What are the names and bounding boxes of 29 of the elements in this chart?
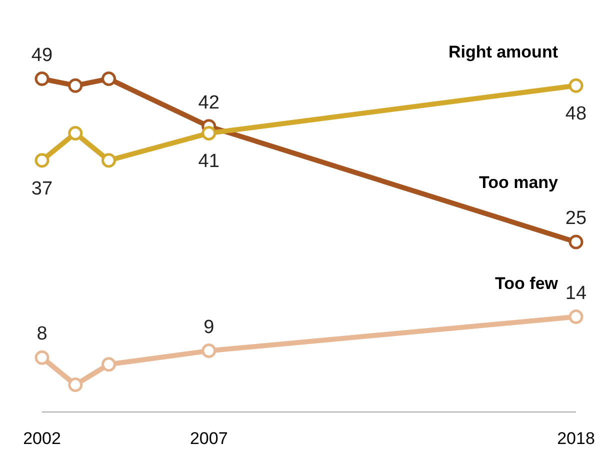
point	[68, 78, 83, 93]
data-label: 49	[31, 44, 53, 66]
data-label: 42	[198, 92, 220, 114]
point	[102, 72, 116, 86]
x-tick-label: 2002	[23, 429, 61, 448]
data-label: 14	[565, 282, 587, 304]
point	[34, 350, 50, 365]
point	[68, 378, 83, 392]
x-tick-label: 2018	[557, 429, 595, 448]
data-label: 48	[565, 104, 587, 125]
point	[34, 153, 50, 168]
series-label: Too few	[495, 274, 559, 293]
data-label: 8	[36, 324, 48, 345]
data-label: 41	[198, 151, 220, 172]
data-label: 25	[565, 208, 587, 229]
point	[568, 234, 584, 250]
series-label: Too many	[478, 173, 559, 192]
point	[568, 310, 584, 324]
point	[202, 126, 216, 140]
point	[68, 126, 83, 140]
data-label: 9	[204, 316, 214, 338]
x-tick-label: 2007	[190, 429, 228, 448]
series-label: Right amount	[448, 42, 558, 62]
point	[568, 78, 584, 93]
point	[202, 344, 216, 358]
point	[102, 153, 116, 168]
point	[34, 72, 50, 86]
point	[102, 357, 116, 372]
data-label: 37	[31, 178, 53, 200]
